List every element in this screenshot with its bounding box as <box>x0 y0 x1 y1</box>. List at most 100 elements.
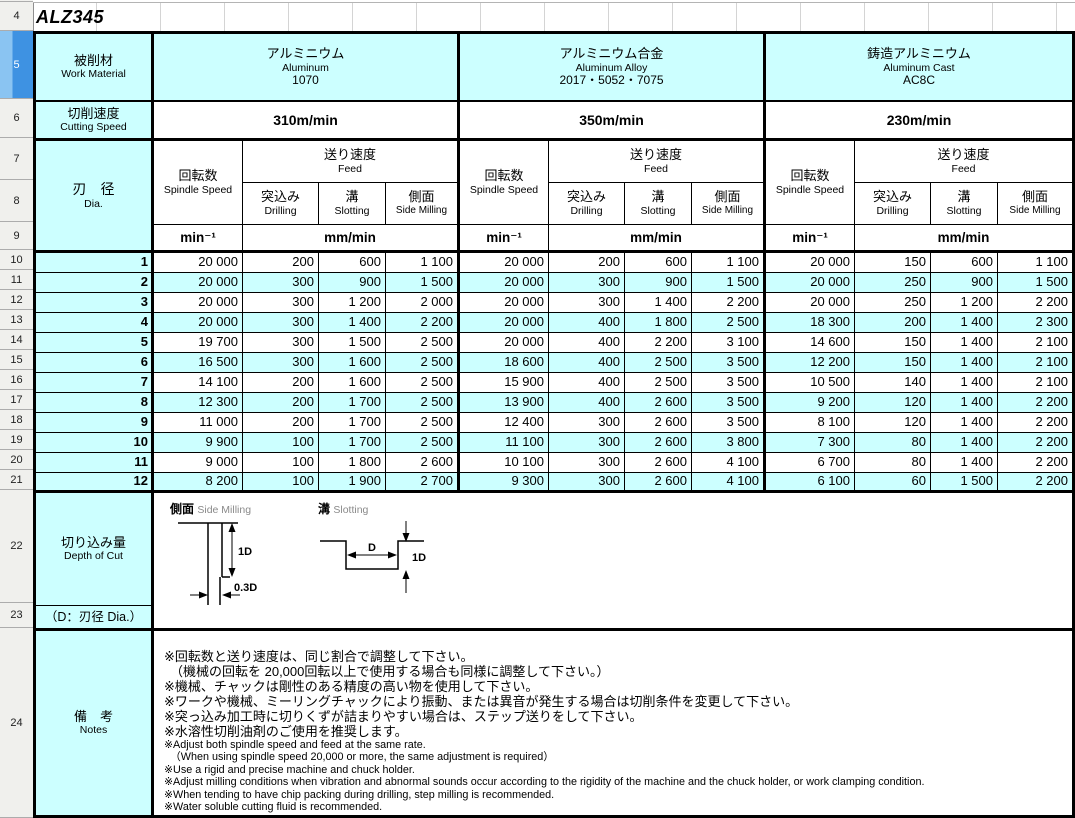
dia-cell-6[interactable]: 6 <box>36 353 154 373</box>
value-cell[interactable]: 6 700 <box>766 453 855 473</box>
depth-of-cut-header[interactable]: 切り込み量 Depth of Cut <box>36 493 154 606</box>
value-cell[interactable]: 20 000 <box>460 333 549 353</box>
value-cell[interactable]: 1 600 <box>319 373 386 393</box>
value-cell[interactable]: 20 000 <box>766 293 855 313</box>
value-cell[interactable]: 1 700 <box>319 413 386 433</box>
row-header-5[interactable]: 5 <box>0 31 33 99</box>
unit-feed-2[interactable]: mm/min <box>549 225 766 253</box>
value-cell[interactable]: 600 <box>931 253 998 273</box>
material-2-header[interactable]: アルミニウム合金 Aluminum Alloy 2017・5052・7075 <box>460 34 766 102</box>
value-cell[interactable]: 20 000 <box>460 273 549 293</box>
value-cell[interactable]: 2 200 <box>998 413 1072 433</box>
value-cell[interactable]: 2 500 <box>625 353 692 373</box>
value-cell[interactable]: 20 000 <box>460 293 549 313</box>
value-cell[interactable]: 2 300 <box>998 313 1072 333</box>
value-cell[interactable]: 300 <box>549 453 625 473</box>
value-cell[interactable]: 300 <box>243 353 319 373</box>
value-cell[interactable]: 1 700 <box>319 393 386 413</box>
value-cell[interactable]: 1 400 <box>931 413 998 433</box>
feed-header-2[interactable]: 送り速度 Feed <box>549 141 766 183</box>
value-cell[interactable]: 3 500 <box>692 353 766 373</box>
value-cell[interactable]: 8 200 <box>154 473 243 493</box>
value-cell[interactable]: 20 000 <box>154 293 243 313</box>
value-cell[interactable]: 1 400 <box>931 433 998 453</box>
value-cell[interactable]: 8 100 <box>766 413 855 433</box>
row-header-7[interactable]: 7 <box>0 138 33 180</box>
value-cell[interactable]: 150 <box>855 353 931 373</box>
value-cell[interactable]: 3 800 <box>692 433 766 453</box>
value-cell[interactable]: 1 200 <box>931 293 998 313</box>
title-row[interactable]: ALZ345 <box>33 3 1075 31</box>
value-cell[interactable]: 1 400 <box>931 353 998 373</box>
drilling-header-2[interactable]: 突込み Drilling <box>549 183 625 225</box>
dia-cell-2[interactable]: 2 <box>36 273 154 293</box>
value-cell[interactable]: 11 100 <box>460 433 549 453</box>
value-cell[interactable]: 1 400 <box>625 293 692 313</box>
unit-spindle-2[interactable]: min⁻¹ <box>460 225 549 253</box>
row-header-9[interactable]: 9 <box>0 222 33 250</box>
value-cell[interactable]: 2 600 <box>625 433 692 453</box>
value-cell[interactable]: 2 600 <box>625 413 692 433</box>
unit-spindle-1[interactable]: min⁻¹ <box>154 225 243 253</box>
dia-cell-1[interactable]: 1 <box>36 253 154 273</box>
row-header-22[interactable]: 22 <box>0 490 33 603</box>
value-cell[interactable]: 2 500 <box>386 413 460 433</box>
row-header-14[interactable]: 14 <box>0 330 33 350</box>
value-cell[interactable]: 1 500 <box>692 273 766 293</box>
value-cell[interactable]: 300 <box>549 293 625 313</box>
value-cell[interactable]: 1 600 <box>319 353 386 373</box>
value-cell[interactable]: 20 000 <box>154 313 243 333</box>
value-cell[interactable]: 1 400 <box>931 393 998 413</box>
cutting-speed-2[interactable]: 350m/min <box>460 102 766 141</box>
value-cell[interactable]: 16 500 <box>154 353 243 373</box>
value-cell[interactable]: 20 000 <box>154 273 243 293</box>
value-cell[interactable]: 2 600 <box>625 453 692 473</box>
value-cell[interactable]: 2 200 <box>998 473 1072 493</box>
row-header-11[interactable]: 11 <box>0 270 33 290</box>
value-cell[interactable]: 2 100 <box>998 333 1072 353</box>
value-cell[interactable]: 100 <box>243 453 319 473</box>
value-cell[interactable]: 140 <box>855 373 931 393</box>
value-cell[interactable]: 2 600 <box>625 473 692 493</box>
value-cell[interactable]: 400 <box>549 393 625 413</box>
value-cell[interactable]: 1 500 <box>386 273 460 293</box>
value-cell[interactable]: 4 100 <box>692 473 766 493</box>
value-cell[interactable]: 20 000 <box>154 253 243 273</box>
value-cell[interactable]: 2 000 <box>386 293 460 313</box>
spindle-header-3[interactable]: 回転数 Spindle Speed <box>766 141 855 225</box>
value-cell[interactable]: 1 400 <box>931 313 998 333</box>
row-header-6[interactable]: 6 <box>0 99 33 138</box>
value-cell[interactable]: 200 <box>243 413 319 433</box>
value-cell[interactable]: 1 400 <box>931 453 998 473</box>
value-cell[interactable]: 1 100 <box>692 253 766 273</box>
value-cell[interactable]: 12 400 <box>460 413 549 433</box>
cutting-speed-1[interactable]: 310m/min <box>154 102 460 141</box>
value-cell[interactable]: 400 <box>549 353 625 373</box>
value-cell[interactable]: 900 <box>319 273 386 293</box>
value-cell[interactable]: 60 <box>855 473 931 493</box>
value-cell[interactable]: 1 100 <box>386 253 460 273</box>
value-cell[interactable]: 2 500 <box>386 393 460 413</box>
value-cell[interactable]: 2 200 <box>625 333 692 353</box>
spindle-header-1[interactable]: 回転数 Spindle Speed <box>154 141 243 225</box>
value-cell[interactable]: 1 500 <box>998 273 1072 293</box>
value-cell[interactable]: 250 <box>855 293 931 313</box>
value-cell[interactable]: 9 300 <box>460 473 549 493</box>
dia-cell-9[interactable]: 9 <box>36 413 154 433</box>
value-cell[interactable]: 300 <box>549 473 625 493</box>
value-cell[interactable]: 1 500 <box>931 473 998 493</box>
row-header-23[interactable]: 23 <box>0 603 33 628</box>
value-cell[interactable]: 2 500 <box>386 433 460 453</box>
value-cell[interactable]: 300 <box>243 333 319 353</box>
value-cell[interactable]: 2 500 <box>386 333 460 353</box>
value-cell[interactable]: 300 <box>549 413 625 433</box>
value-cell[interactable]: 2 500 <box>692 313 766 333</box>
value-cell[interactable]: 10 500 <box>766 373 855 393</box>
value-cell[interactable]: 1 400 <box>931 373 998 393</box>
feed-header-3[interactable]: 送り速度 Feed <box>855 141 1072 183</box>
spindle-header-2[interactable]: 回転数 Spindle Speed <box>460 141 549 225</box>
row-header-15[interactable]: 15 <box>0 350 33 370</box>
value-cell[interactable]: 150 <box>855 333 931 353</box>
value-cell[interactable]: 1 500 <box>319 333 386 353</box>
value-cell[interactable]: 300 <box>549 273 625 293</box>
